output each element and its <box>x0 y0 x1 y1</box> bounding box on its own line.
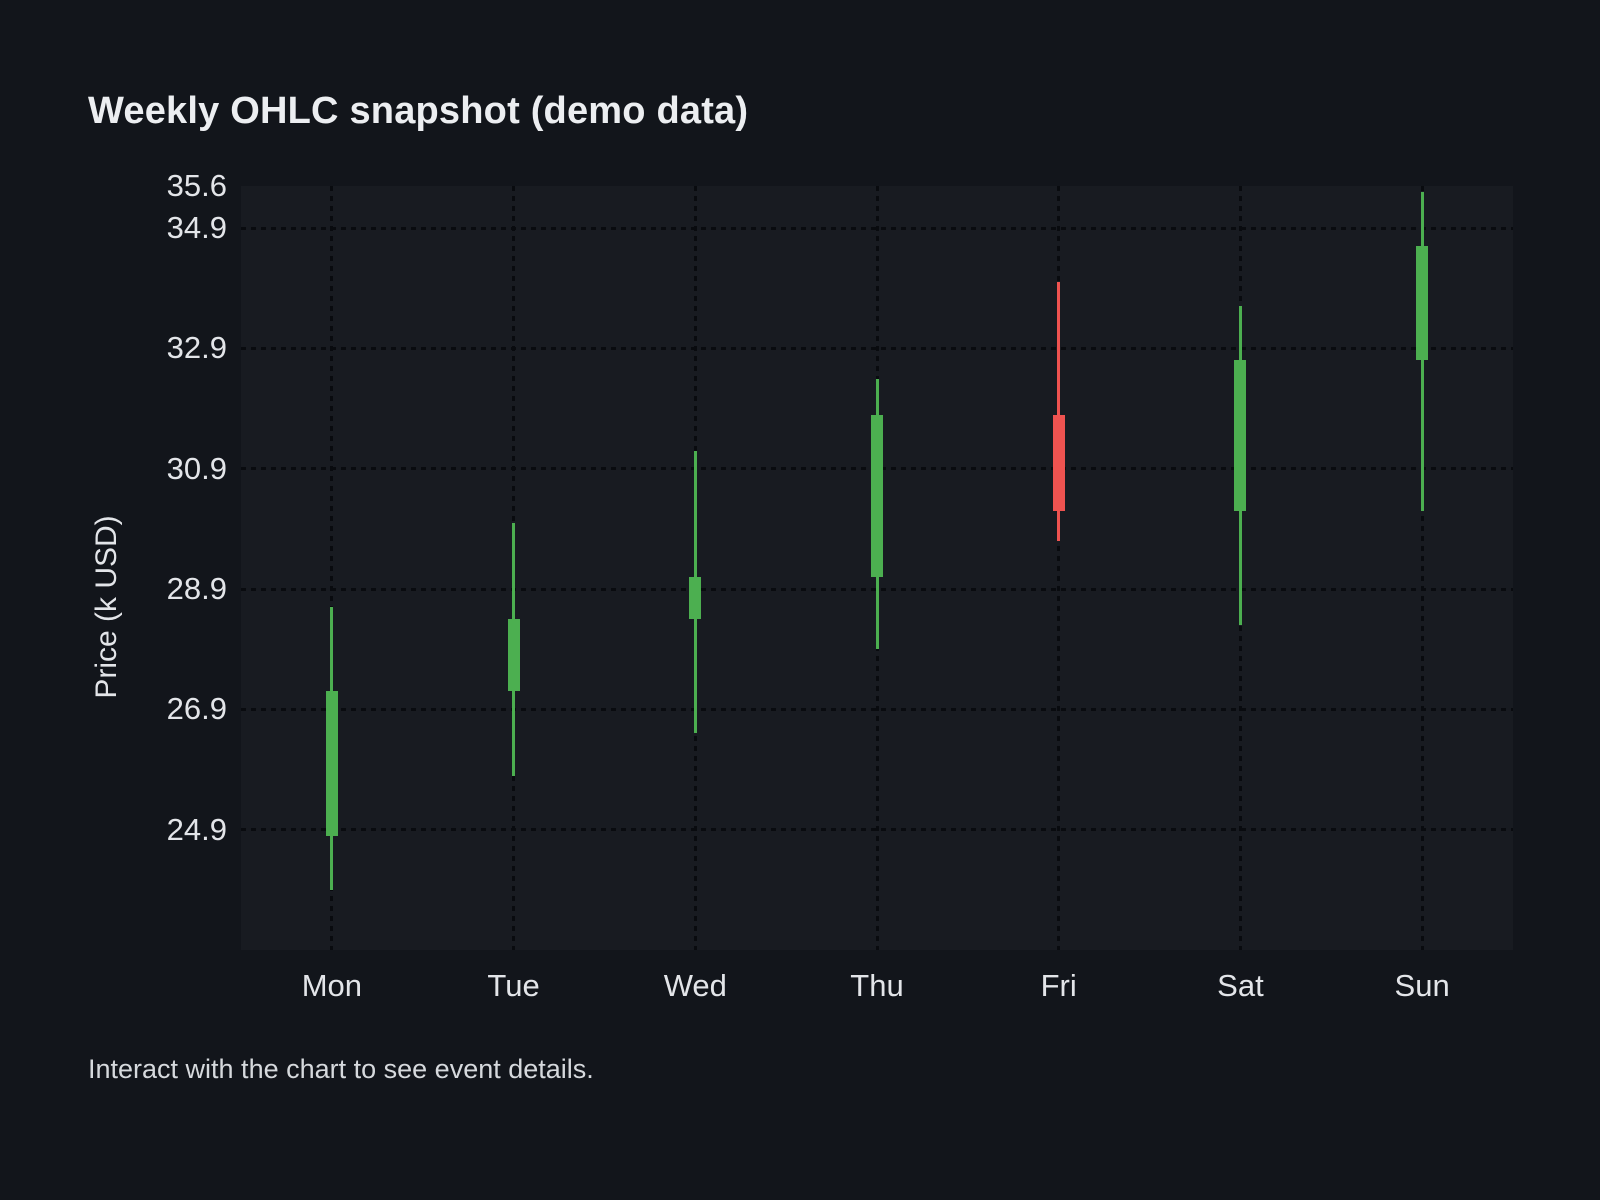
candle-body <box>1416 246 1429 361</box>
y-axis-tick-label: 34.9 <box>166 210 227 246</box>
candle-body <box>507 619 520 692</box>
candle-body <box>1052 414 1065 511</box>
vertical-gridline <box>1057 186 1061 950</box>
y-axis-tick-label: 24.9 <box>166 811 227 847</box>
candle-mon[interactable] <box>241 186 1513 950</box>
footer-note: Interact with the chart to see event det… <box>88 1054 594 1084</box>
candle-wed[interactable] <box>241 186 1513 950</box>
vertical-gridline <box>330 186 334 950</box>
chart-title: Weekly OHLC snapshot (demo data) <box>88 90 749 132</box>
candle-tue[interactable] <box>241 186 1513 950</box>
vertical-gridline <box>1420 186 1424 950</box>
plot-area[interactable]: 35.6 34.9 32.9 30.9 28.9 26.9 24.9 Mon Tue Wed Thu… <box>167 170 1513 1003</box>
y-axis-tick-label: 30.9 <box>166 450 227 486</box>
candle-thu[interactable] <box>241 186 1513 950</box>
x-axis-tick-label: Sun <box>1394 968 1450 1003</box>
x-axis-tick-label: Wed <box>663 968 727 1003</box>
candle-body <box>689 577 702 620</box>
candle-body <box>1234 360 1247 511</box>
x-axis-tick-label: Mon <box>301 968 362 1003</box>
y-axis-tick-label: 35.6 <box>166 168 227 203</box>
y-axis-tick-label: 28.9 <box>166 571 227 607</box>
x-axis-tick-label: Fri <box>1040 968 1077 1003</box>
candle-body <box>871 414 883 578</box>
candle-sun[interactable] <box>241 186 1513 950</box>
candle-fri[interactable] <box>241 186 1513 950</box>
x-axis-tick-label: Tue <box>487 968 540 1003</box>
candle-sat[interactable] <box>241 186 1513 950</box>
y-axis-tick-label: 32.9 <box>166 330 227 366</box>
candle-wick <box>1057 282 1061 541</box>
candle-body <box>325 691 338 836</box>
y-axis-tick-label: 26.9 <box>166 691 227 727</box>
x-axis-tick-label: Sat <box>1217 968 1264 1003</box>
y-axis-title: Price (k USD) <box>90 515 123 699</box>
x-axis-tick-label: Thu <box>850 968 904 1003</box>
